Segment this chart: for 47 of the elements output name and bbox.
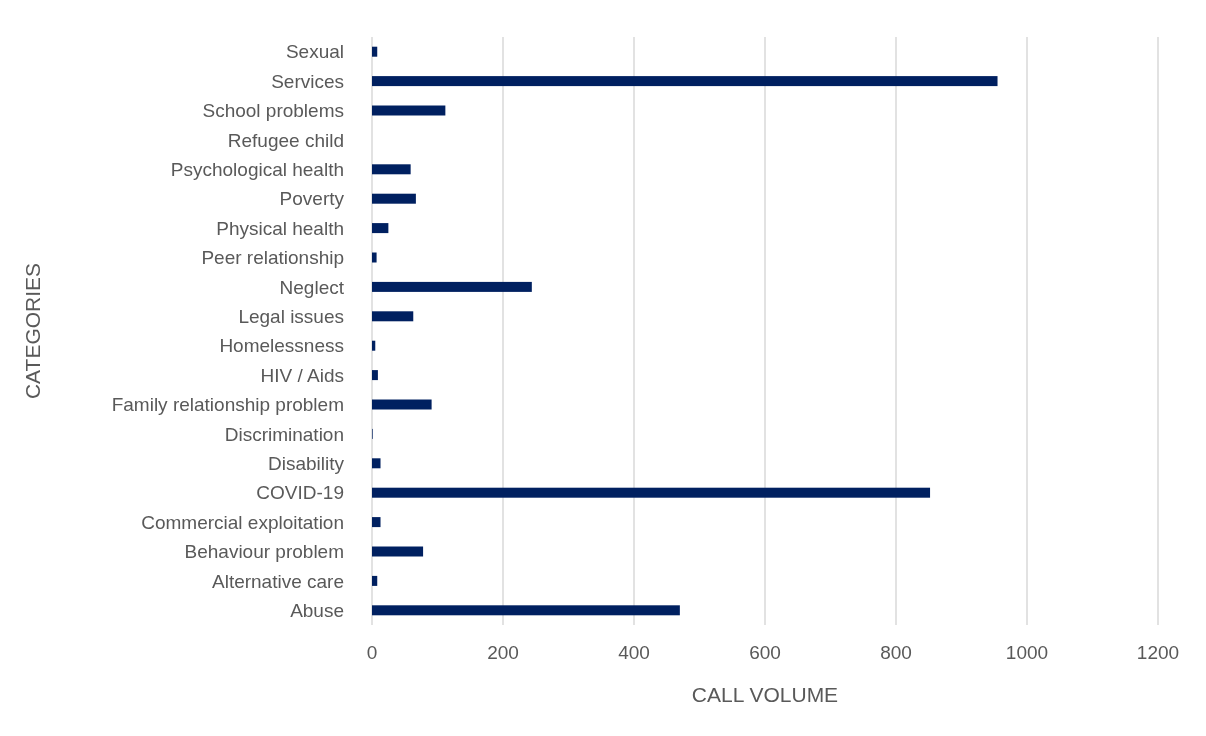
bar <box>372 546 424 557</box>
y-tick-label: COVID-19 <box>256 482 344 504</box>
bar <box>372 458 381 469</box>
bar <box>372 281 532 292</box>
bar <box>372 575 378 586</box>
y-axis-title: CATEGORIES <box>21 262 44 400</box>
x-axis-title: CALL VOLUME <box>691 683 839 706</box>
bar <box>372 340 376 351</box>
bar <box>372 487 931 498</box>
bar <box>372 223 389 234</box>
y-tick-label: Neglect <box>279 276 345 298</box>
bar <box>372 370 378 381</box>
bar <box>372 252 377 263</box>
y-tick-label: Abuse <box>290 599 344 621</box>
y-tick-label: Family relationship problem <box>111 394 344 416</box>
y-tick-label: Sexual <box>285 41 344 63</box>
y-tick-label: Legal issues <box>238 305 344 327</box>
y-tick-label: Homelessness <box>219 335 344 357</box>
y-tick-label: Commercial exploitation <box>141 511 344 533</box>
y-tick-label: Behaviour problem <box>184 541 344 563</box>
bar <box>372 311 414 322</box>
bar <box>372 517 381 528</box>
bar <box>372 164 411 175</box>
x-tick-label: 0 <box>366 642 378 663</box>
y-tick-label: HIV / Aids <box>260 364 344 386</box>
y-tick-label: Physical health <box>216 217 344 239</box>
y-tick-label: Poverty <box>279 188 345 210</box>
x-tick-label: 1200 <box>1136 642 1180 663</box>
y-tick-label: Services <box>271 70 344 92</box>
x-tick-label: 800 <box>880 642 912 663</box>
x-tick-label: 200 <box>487 642 519 663</box>
y-tick-label: Alternative care <box>211 570 344 592</box>
bar <box>372 399 432 410</box>
bar <box>372 76 998 87</box>
y-tick-label: Peer relationship <box>201 247 344 269</box>
bar <box>372 46 378 57</box>
x-tick-label: 600 <box>749 642 781 663</box>
y-tick-label: School problems <box>202 100 344 122</box>
y-tick-label: Refugee child <box>227 129 344 151</box>
bar <box>372 605 680 616</box>
y-tick-label: Psychological health <box>170 158 344 180</box>
x-tick-label: 400 <box>618 642 650 663</box>
x-tick-label: 1000 <box>1005 642 1049 663</box>
bar <box>372 105 446 116</box>
y-tick-label: Discrimination <box>224 423 344 445</box>
y-tick-label: Disability <box>267 452 345 474</box>
bar <box>372 193 416 204</box>
